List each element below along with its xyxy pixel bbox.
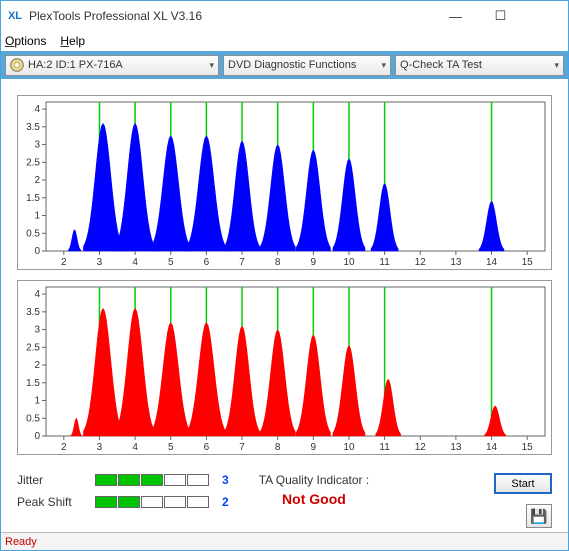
svg-text:15: 15	[522, 442, 534, 453]
svg-text:0: 0	[34, 246, 40, 257]
svg-text:11: 11	[379, 257, 390, 268]
svg-text:3: 3	[97, 442, 103, 453]
svg-text:3: 3	[34, 140, 40, 151]
svg-text:9: 9	[311, 442, 317, 453]
chart-bottom: 0 0.5 1 1.5 2 2.5 3 3.5 4 2 3 4 5 6 7 8 9 10 11 12 13 14 15	[17, 280, 552, 455]
menu-help[interactable]: Help	[60, 34, 85, 48]
svg-text:0.5: 0.5	[26, 228, 40, 239]
svg-text:2.5: 2.5	[26, 342, 40, 353]
svg-text:3: 3	[97, 257, 103, 268]
svg-text:1: 1	[34, 396, 40, 407]
svg-text:5: 5	[168, 442, 174, 453]
test-selector[interactable]: Q-Check TA Test ▾	[395, 55, 564, 76]
svg-text:6: 6	[204, 257, 210, 268]
jitter-meter	[95, 474, 210, 486]
svg-text:7: 7	[239, 257, 245, 268]
metric-peakshift: Peak Shift 2	[17, 495, 229, 509]
chart-top-svg: 0 0.5 1 1.5 2 2.5 3 3.5 4 2 3 4 5 6 7 8 9 10 11 12 13 14 15	[18, 96, 551, 269]
test-label: Q-Check TA Test	[400, 59, 482, 71]
svg-text:10: 10	[343, 257, 355, 268]
peakshift-value: 2	[222, 495, 229, 509]
svg-text:4: 4	[132, 257, 138, 268]
svg-text:5: 5	[168, 257, 174, 268]
start-button[interactable]: Start	[494, 473, 552, 494]
functions-selector[interactable]: DVD Diagnostic Functions ▾	[223, 55, 391, 76]
jitter-value: 3	[222, 473, 229, 487]
svg-text:12: 12	[415, 442, 427, 453]
window-title: PlexTools Professional XL V3.16	[29, 9, 433, 23]
save-icon-button[interactable]: 💾	[526, 504, 552, 528]
svg-text:2.5: 2.5	[26, 157, 40, 168]
minimize-button[interactable]: —	[433, 1, 478, 31]
chart-top: 0 0.5 1 1.5 2 2.5 3 3.5 4 2 3 4 5 6 7 8 9 10 11 12 13 14 15	[17, 95, 552, 270]
svg-text:12: 12	[415, 257, 427, 268]
chevron-down-icon: ▾	[375, 60, 386, 71]
chevron-down-icon: ▾	[548, 60, 559, 71]
close-button[interactable]: ✕	[523, 1, 568, 31]
svg-text:11: 11	[379, 442, 390, 453]
svg-text:2: 2	[34, 175, 40, 186]
svg-text:6: 6	[204, 442, 210, 453]
peakshift-meter	[95, 496, 210, 508]
peakshift-label: Peak Shift	[17, 495, 87, 509]
status-text: Ready	[5, 536, 37, 548]
svg-text:13: 13	[450, 442, 462, 453]
functions-label: DVD Diagnostic Functions	[228, 59, 356, 71]
svg-text:3.5: 3.5	[26, 122, 40, 133]
svg-text:0: 0	[34, 431, 40, 442]
bottom-panel: Jitter 3 Peak Shift 2 TA Quality Indicat…	[1, 467, 568, 532]
svg-text:4: 4	[34, 289, 40, 300]
charts-area: 00.511.522.533.5423456789101112131415 00…	[1, 79, 568, 467]
drive-selector[interactable]: HA:2 ID:1 PX-716A ▾	[5, 55, 219, 76]
svg-text:1.5: 1.5	[26, 193, 40, 204]
svg-text:15: 15	[522, 257, 534, 268]
svg-text:14: 14	[486, 257, 498, 268]
quality-label: TA Quality Indicator :	[259, 473, 370, 487]
drive-label: HA:2 ID:1 PX-716A	[28, 59, 123, 71]
svg-text:4: 4	[132, 442, 138, 453]
svg-text:2: 2	[61, 442, 67, 453]
toolbar: HA:2 ID:1 PX-716A ▾ DVD Diagnostic Funct…	[1, 51, 568, 79]
statusbar: Ready	[1, 532, 568, 550]
quality-indicator: TA Quality Indicator : Not Good	[259, 473, 370, 507]
svg-text:8: 8	[275, 442, 281, 453]
chevron-down-icon: ▾	[203, 60, 214, 71]
menu-options[interactable]: Options	[5, 34, 46, 48]
disc-icon	[10, 58, 24, 72]
app-icon: XL	[7, 8, 23, 24]
svg-text:9: 9	[311, 257, 317, 268]
svg-text:14: 14	[486, 442, 498, 453]
svg-text:8: 8	[275, 257, 281, 268]
svg-text:2: 2	[34, 360, 40, 371]
window-buttons: — ☐ ✕	[433, 1, 568, 31]
svg-text:10: 10	[343, 442, 355, 453]
menubar: Options Help	[1, 31, 568, 51]
svg-text:7: 7	[239, 442, 245, 453]
svg-text:13: 13	[450, 257, 462, 268]
svg-text:1.5: 1.5	[26, 378, 40, 389]
titlebar: XL PlexTools Professional XL V3.16 — ☐ ✕	[1, 1, 568, 31]
svg-text:4: 4	[34, 104, 40, 115]
chart-bottom-svg: 0 0.5 1 1.5 2 2.5 3 3.5 4 2 3 4 5 6 7 8 9 10 11 12 13 14 15	[18, 281, 551, 454]
svg-text:1: 1	[34, 211, 40, 222]
svg-text:2: 2	[61, 257, 67, 268]
svg-text:3.5: 3.5	[26, 307, 40, 318]
metric-jitter: Jitter 3	[17, 473, 229, 487]
svg-text:3: 3	[34, 325, 40, 336]
jitter-label: Jitter	[17, 473, 87, 487]
button-column: Start 💾	[494, 473, 552, 528]
quality-value: Not Good	[282, 491, 346, 507]
maximize-button[interactable]: ☐	[478, 1, 523, 31]
svg-text:0.5: 0.5	[26, 413, 40, 424]
metrics: Jitter 3 Peak Shift 2	[17, 473, 229, 509]
